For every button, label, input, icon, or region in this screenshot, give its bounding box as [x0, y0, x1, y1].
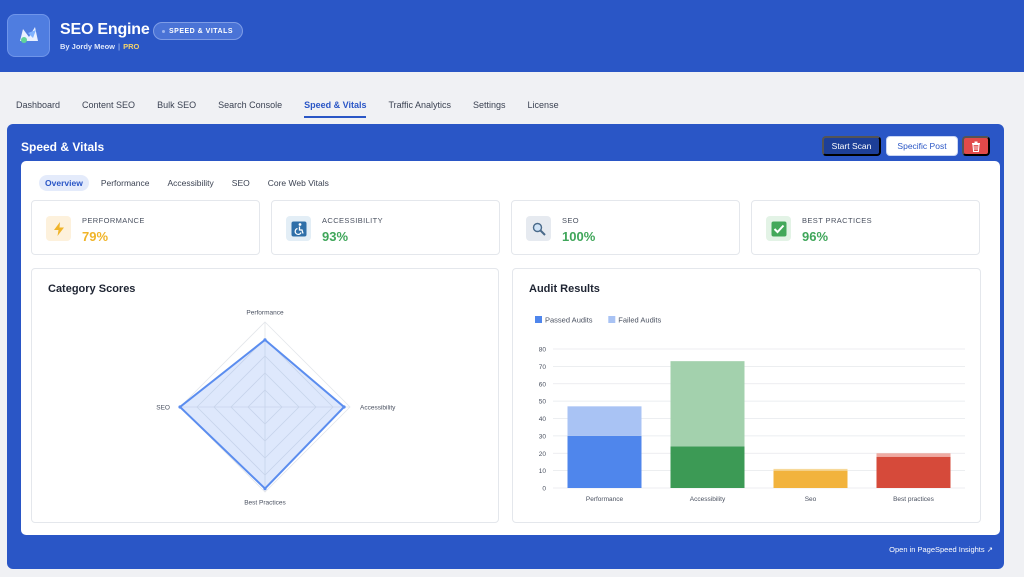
best-practices-card: BEST PRACTICES 96%: [751, 200, 980, 255]
audit-results-title: Audit Results: [529, 283, 600, 295]
app-byline: By Jordy Meow | PRO: [60, 42, 140, 51]
tab-dashboard[interactable]: Dashboard: [16, 100, 61, 110]
radar-axis-label: Performance: [246, 310, 284, 317]
card-value: 100%: [562, 229, 596, 244]
trash-icon: [972, 141, 980, 152]
bar-failed: [567, 406, 642, 436]
start-scan-button[interactable]: Start Scan: [822, 136, 881, 156]
subtab-core-web-vitals[interactable]: Core Web Vitals: [267, 178, 329, 188]
tab-content-seo[interactable]: Content SEO: [82, 100, 136, 110]
bar-passed: [773, 470, 848, 488]
y-tick-label: 50: [539, 399, 547, 406]
overview-content: Overview Performance Accessibility SEO C…: [21, 161, 1000, 535]
tab-speed-vitals[interactable]: Speed & Vitals: [304, 96, 367, 118]
pagespeed-insights-link[interactable]: Open in PageSpeed Insights ↗: [889, 545, 993, 554]
radar-axis-label: Best Practices: [244, 500, 286, 507]
radar-axis-label: SEO: [156, 405, 170, 412]
card-label: SEO: [562, 216, 580, 225]
app-logo[interactable]: [7, 14, 50, 57]
card-value: 93%: [322, 229, 349, 244]
tab-settings[interactable]: Settings: [473, 100, 506, 110]
radar-point: [178, 405, 182, 409]
y-tick-label: 30: [539, 433, 547, 440]
breadcrumb-pill: SPEED & VITALS: [153, 22, 244, 40]
card-label: PERFORMANCE: [82, 216, 145, 225]
tab-traffic-analytics[interactable]: Traffic Analytics: [388, 100, 452, 110]
bar-failed: [876, 453, 951, 457]
legend-label: Passed Audits: [545, 316, 593, 325]
main-nav: Dashboard Content SEO Bulk SEO Search Co…: [16, 96, 581, 118]
y-tick-label: 40: [539, 416, 547, 423]
radar-axis-label: Accessibility: [360, 405, 396, 412]
bar-failed: [773, 468, 848, 471]
breadcrumb-label: SPEED & VITALS: [169, 27, 234, 35]
bar-passed: [567, 435, 642, 488]
app-title: SEO Engine: [60, 21, 150, 38]
y-tick-label: 60: [539, 381, 547, 388]
x-tick-label: Best practices: [893, 496, 935, 503]
radar-point: [263, 338, 267, 342]
subtab-seo[interactable]: SEO: [231, 178, 250, 188]
subtab-overview[interactable]: Overview: [39, 175, 89, 191]
speed-vitals-panel: Speed & Vitals Start Scan Specific Post …: [7, 124, 1004, 569]
bird-icon: [19, 26, 38, 43]
card-label: ACCESSIBILITY: [322, 216, 384, 225]
lightning-icon: [46, 216, 71, 241]
panel-title: Speed & Vitals: [21, 140, 105, 154]
radar-chart: Performance Accessibility Best Practices SE…: [156, 310, 396, 507]
y-tick-label: 20: [539, 451, 547, 458]
x-tick-label: Performance: [586, 496, 624, 503]
y-tick-label: 0: [542, 486, 546, 493]
audit-results-panel: Audit Results Passed Audits Failed Audits…: [512, 268, 981, 523]
tab-license[interactable]: License: [527, 100, 559, 110]
radar-point: [342, 405, 346, 409]
subtab-performance[interactable]: Performance: [100, 178, 150, 188]
checkmark-icon: [766, 216, 791, 241]
accessibility-card: ACCESSIBILITY 93%: [271, 200, 500, 255]
bar-passed: [876, 456, 951, 488]
card-label: BEST PRACTICES: [802, 216, 873, 225]
card-value: 79%: [82, 229, 109, 244]
x-tick-label: Accessibility: [690, 496, 726, 503]
card-value: 96%: [802, 229, 829, 244]
legend-label: Failed Audits: [618, 316, 661, 325]
chevron-right-icon: ›: [142, 25, 146, 36]
byline-text: By Jordy Meow: [60, 42, 116, 51]
seo-card: SEO 100%: [511, 200, 740, 255]
radar-point: [263, 487, 267, 491]
category-scores-panel: Category Scores Performance Accessibility…: [31, 268, 499, 523]
tab-search-console[interactable]: Search Console: [218, 100, 283, 110]
magnifier-icon: [526, 216, 551, 241]
top-header: SEO Engine By Jordy Meow | PRO › SPEED & V…: [0, 0, 1024, 72]
bar-passed: [670, 446, 745, 488]
legend-swatch: [608, 316, 616, 323]
tab-bulk-seo[interactable]: Bulk SEO: [157, 100, 197, 110]
accessibility-icon: [286, 216, 311, 241]
legend-swatch: [535, 316, 542, 323]
y-tick-label: 10: [539, 468, 547, 475]
subtab-accessibility[interactable]: Accessibility: [167, 178, 214, 188]
sub-tabs: Overview Performance Accessibility SEO C…: [39, 175, 335, 191]
radar-series-area: [178, 338, 346, 491]
dot-icon: [162, 29, 165, 33]
x-tick-label: Seo: [805, 496, 817, 503]
pro-badge: PRO: [123, 42, 140, 51]
specific-post-button[interactable]: Specific Post: [886, 136, 958, 156]
performance-card: PERFORMANCE 79%: [31, 200, 260, 255]
bar-failed: [670, 361, 745, 447]
y-tick-label: 70: [539, 364, 547, 371]
category-scores-title: Category Scores: [48, 283, 136, 295]
y-tick-label: 80: [539, 347, 547, 354]
audit-bar-chart: Passed Audits Failed Audits 0 10 20 30 40 50 60 7…: [535, 316, 965, 503]
delete-button[interactable]: [962, 136, 990, 156]
